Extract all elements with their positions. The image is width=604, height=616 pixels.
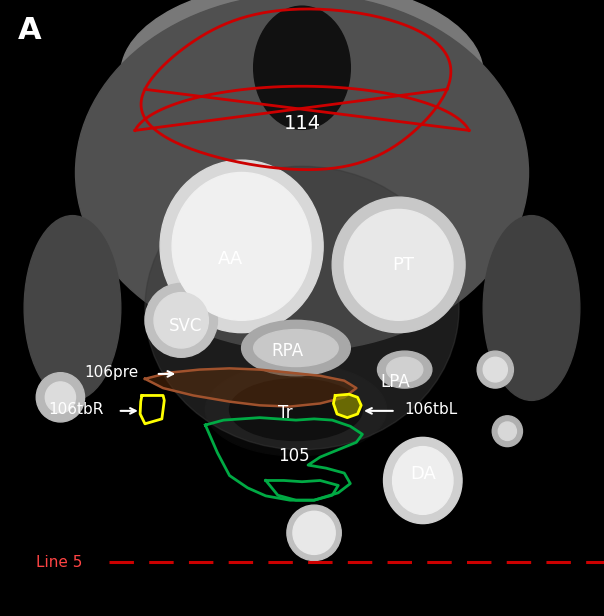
Ellipse shape [384, 437, 462, 524]
Ellipse shape [145, 283, 217, 357]
Ellipse shape [145, 166, 459, 450]
Ellipse shape [36, 373, 85, 422]
Ellipse shape [483, 357, 507, 382]
Text: Tr: Tr [278, 403, 292, 422]
Ellipse shape [393, 447, 453, 514]
Ellipse shape [344, 209, 453, 320]
Text: PT: PT [393, 256, 414, 274]
Text: A: A [18, 16, 42, 46]
Polygon shape [333, 394, 361, 418]
Text: DA: DA [411, 465, 437, 484]
Ellipse shape [154, 293, 208, 348]
Ellipse shape [378, 351, 432, 388]
Ellipse shape [293, 511, 335, 554]
Ellipse shape [483, 216, 580, 400]
Ellipse shape [498, 422, 516, 440]
Ellipse shape [205, 363, 387, 456]
Text: 106tbL: 106tbL [405, 402, 458, 417]
Polygon shape [145, 368, 356, 407]
Ellipse shape [254, 6, 350, 129]
Ellipse shape [477, 351, 513, 388]
Ellipse shape [332, 197, 465, 333]
Ellipse shape [387, 357, 423, 382]
Text: 106tbR: 106tbR [48, 402, 104, 417]
Text: RPA: RPA [272, 342, 304, 360]
Ellipse shape [242, 320, 350, 376]
Text: Line 5: Line 5 [36, 555, 83, 570]
Ellipse shape [160, 160, 323, 333]
Text: SVC: SVC [169, 317, 202, 336]
Ellipse shape [230, 379, 362, 440]
Ellipse shape [254, 330, 338, 367]
Ellipse shape [287, 505, 341, 561]
Ellipse shape [45, 382, 76, 413]
Text: AA: AA [217, 249, 243, 268]
Text: 106pre: 106pre [85, 365, 139, 380]
Ellipse shape [76, 0, 528, 351]
Ellipse shape [492, 416, 522, 447]
Text: LPA: LPA [381, 373, 410, 391]
Text: 105: 105 [278, 447, 309, 465]
Ellipse shape [24, 216, 121, 400]
Text: 114: 114 [284, 114, 321, 132]
Ellipse shape [121, 0, 483, 166]
Ellipse shape [172, 172, 311, 320]
